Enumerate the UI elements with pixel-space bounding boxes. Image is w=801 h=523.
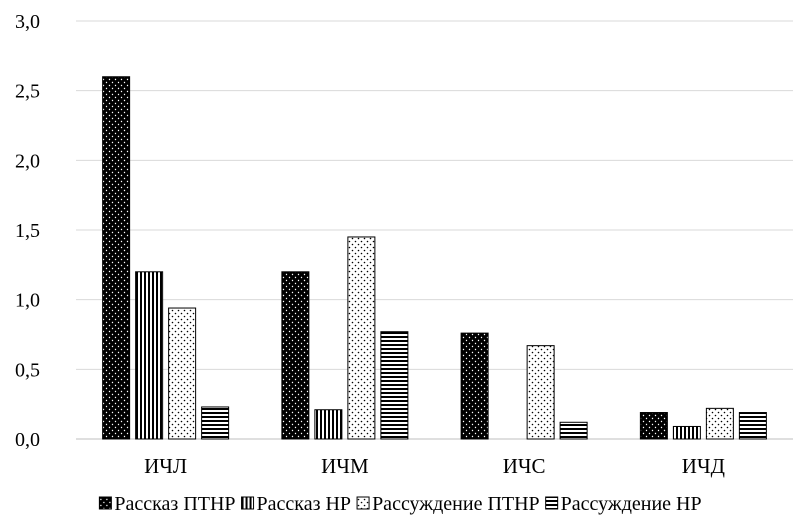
bar-dots-dark-2 <box>460 332 489 440</box>
legend-item: Рассказ ПТНР <box>98 493 236 515</box>
y-axis-ticks: 0,0 0,5 1,0 1,5 2,0 2,5 3,0 <box>15 11 40 451</box>
legend-label: Рассуждение НР <box>561 493 702 515</box>
legend-item: Рассуждение ПТНР <box>356 493 540 515</box>
bar-dots-dark-0 <box>102 76 131 440</box>
bar-horizontal-lines-2 <box>559 421 588 440</box>
legend-swatch <box>356 496 370 510</box>
y-tick-label: 1,0 <box>15 290 40 312</box>
bar-dots-light-2 <box>526 345 555 440</box>
y-tick-label: 3,0 <box>15 11 40 33</box>
bar-dots-light-0 <box>168 307 197 440</box>
bar-dots-dark-1 <box>281 271 310 440</box>
bar-vertical-lines-1 <box>314 409 343 440</box>
y-tick-label: 0,5 <box>15 359 40 381</box>
bar-dots-dark-3 <box>639 412 668 440</box>
legend-label: Рассказ ПТНР <box>114 493 235 515</box>
legend-swatch <box>241 496 255 510</box>
bar-vertical-lines-0 <box>135 271 164 440</box>
y-tick-label: 1,5 <box>15 220 40 242</box>
legend-swatch <box>98 496 112 510</box>
y-tick-label: 0,0 <box>15 429 40 451</box>
x-category-label: ИЧД <box>682 454 725 478</box>
bar-dots-light-1 <box>347 236 376 440</box>
x-category-label: ИЧМ <box>321 454 369 478</box>
legend-label: Рассказ НР <box>257 493 352 515</box>
legend-item: Рассуждение НР <box>545 493 702 515</box>
bar-vertical-lines-3 <box>672 425 701 440</box>
legend: Рассказ ПТНР Рассказ НР Рассуждение ПТНР Ра… <box>98 493 702 515</box>
legend-item: Рассказ НР <box>241 493 352 515</box>
x-category-label: ИЧС <box>503 454 546 478</box>
y-tick-label: 2,5 <box>15 81 40 103</box>
y-tick-label: 2,0 <box>15 150 40 172</box>
x-axis-categories: ИЧЛ ИЧМ ИЧС ИЧД <box>144 454 725 478</box>
bar-horizontal-lines-3 <box>738 412 767 440</box>
bar-horizontal-lines-1 <box>380 331 409 440</box>
legend-swatch <box>545 496 559 510</box>
bar-horizontal-lines-0 <box>201 406 230 440</box>
bars <box>102 76 767 440</box>
bar-dots-light-3 <box>705 407 734 440</box>
x-category-label: ИЧЛ <box>144 454 187 478</box>
legend-label: Рассуждение ПТНР <box>372 493 540 515</box>
